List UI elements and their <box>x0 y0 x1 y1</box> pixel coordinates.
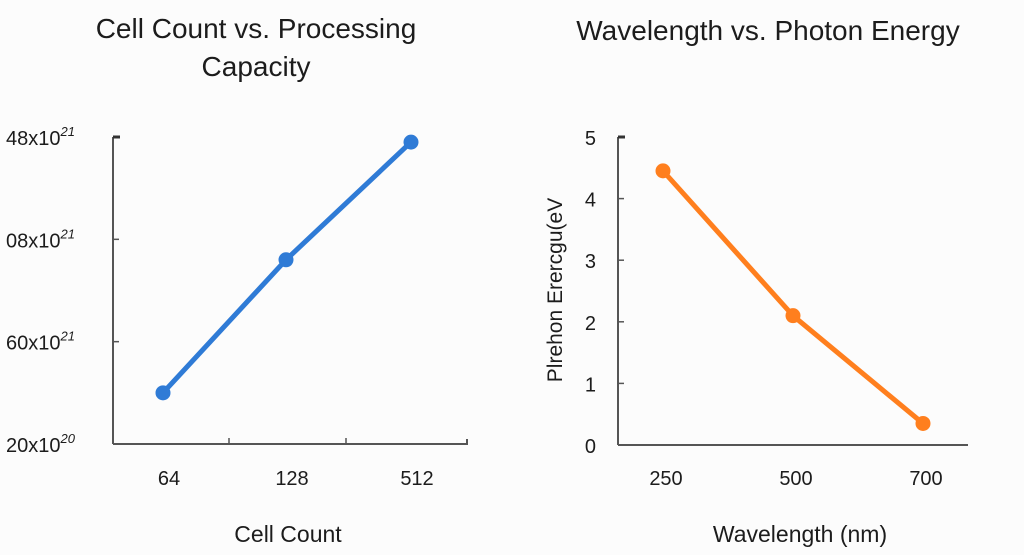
left-title-line-1: Cell Count vs. Processing <box>95 13 417 44</box>
left-data-point <box>155 385 171 401</box>
right-y-tick-label: 1 <box>585 374 596 396</box>
left-data-point <box>403 134 419 150</box>
right-data-point <box>655 163 671 179</box>
right-y-tick-label: 5 <box>585 128 596 150</box>
left-x-tick-label: 512 <box>400 468 433 490</box>
right-chart-panel: Wavelength vs. Photon Energy 0 1 2 3 4 5 250 5… <box>512 0 1024 555</box>
right-y-tick-label: 3 <box>585 251 596 273</box>
right-series <box>655 163 931 431</box>
right-x-axis-label: Wavelength (nm) <box>713 521 887 547</box>
right-series-line <box>661 169 925 426</box>
left-x-ticks: 64 128 512 <box>158 438 434 490</box>
right-y-tick-label: 2 <box>585 313 596 335</box>
right-y-ticks: 0 1 2 3 4 5 <box>585 128 624 458</box>
right-chart-title: Wavelength vs. Photon Energy <box>576 15 960 46</box>
right-x-ticks: 250 500 700 <box>649 468 942 490</box>
right-data-point <box>915 415 931 431</box>
right-data-point <box>785 308 801 324</box>
left-axes <box>112 135 468 445</box>
left-title-line-2: Capacity <box>201 51 311 82</box>
left-x-tick-label: 128 <box>275 468 308 490</box>
right-x-tick-label: 700 <box>909 468 942 490</box>
left-y-tick-label: 20x1020 <box>6 431 76 457</box>
left-y-tick-label: 60x1021 <box>6 329 75 355</box>
left-chart-panel: Cell Count vs. Processing Capacity 20x10… <box>0 10 512 547</box>
left-x-tick-label: 64 <box>158 468 180 490</box>
left-data-point <box>278 252 294 268</box>
left-x-axis-label: Cell Count <box>234 521 342 547</box>
left-y-ticks: 20x1020 60x1021 08x1021 48x1021 <box>6 124 119 457</box>
left-y-tick-label: 48x1021 <box>6 124 75 150</box>
right-y-tick-label: 4 <box>585 190 596 212</box>
left-series <box>155 134 419 401</box>
right-axes <box>617 135 968 446</box>
right-chart-plot: 0 1 2 3 4 5 250 500 700 Plrehon Erercgu(eV Wave… <box>544 128 968 547</box>
left-chart-title: Cell Count vs. Processing Capacity <box>0 10 512 86</box>
right-x-tick-label: 250 <box>649 468 682 490</box>
left-y-tick-label: 08x1021 <box>6 226 75 252</box>
left-series-line <box>161 140 413 395</box>
right-y-axis-label: Plrehon Erercgu(eV <box>544 198 567 382</box>
right-x-tick-label: 500 <box>779 468 812 490</box>
left-chart-plot: 20x1020 60x1021 08x1021 48x1021 64 128 512 Ce… <box>6 124 468 547</box>
right-y-tick-label: 0 <box>585 436 596 458</box>
